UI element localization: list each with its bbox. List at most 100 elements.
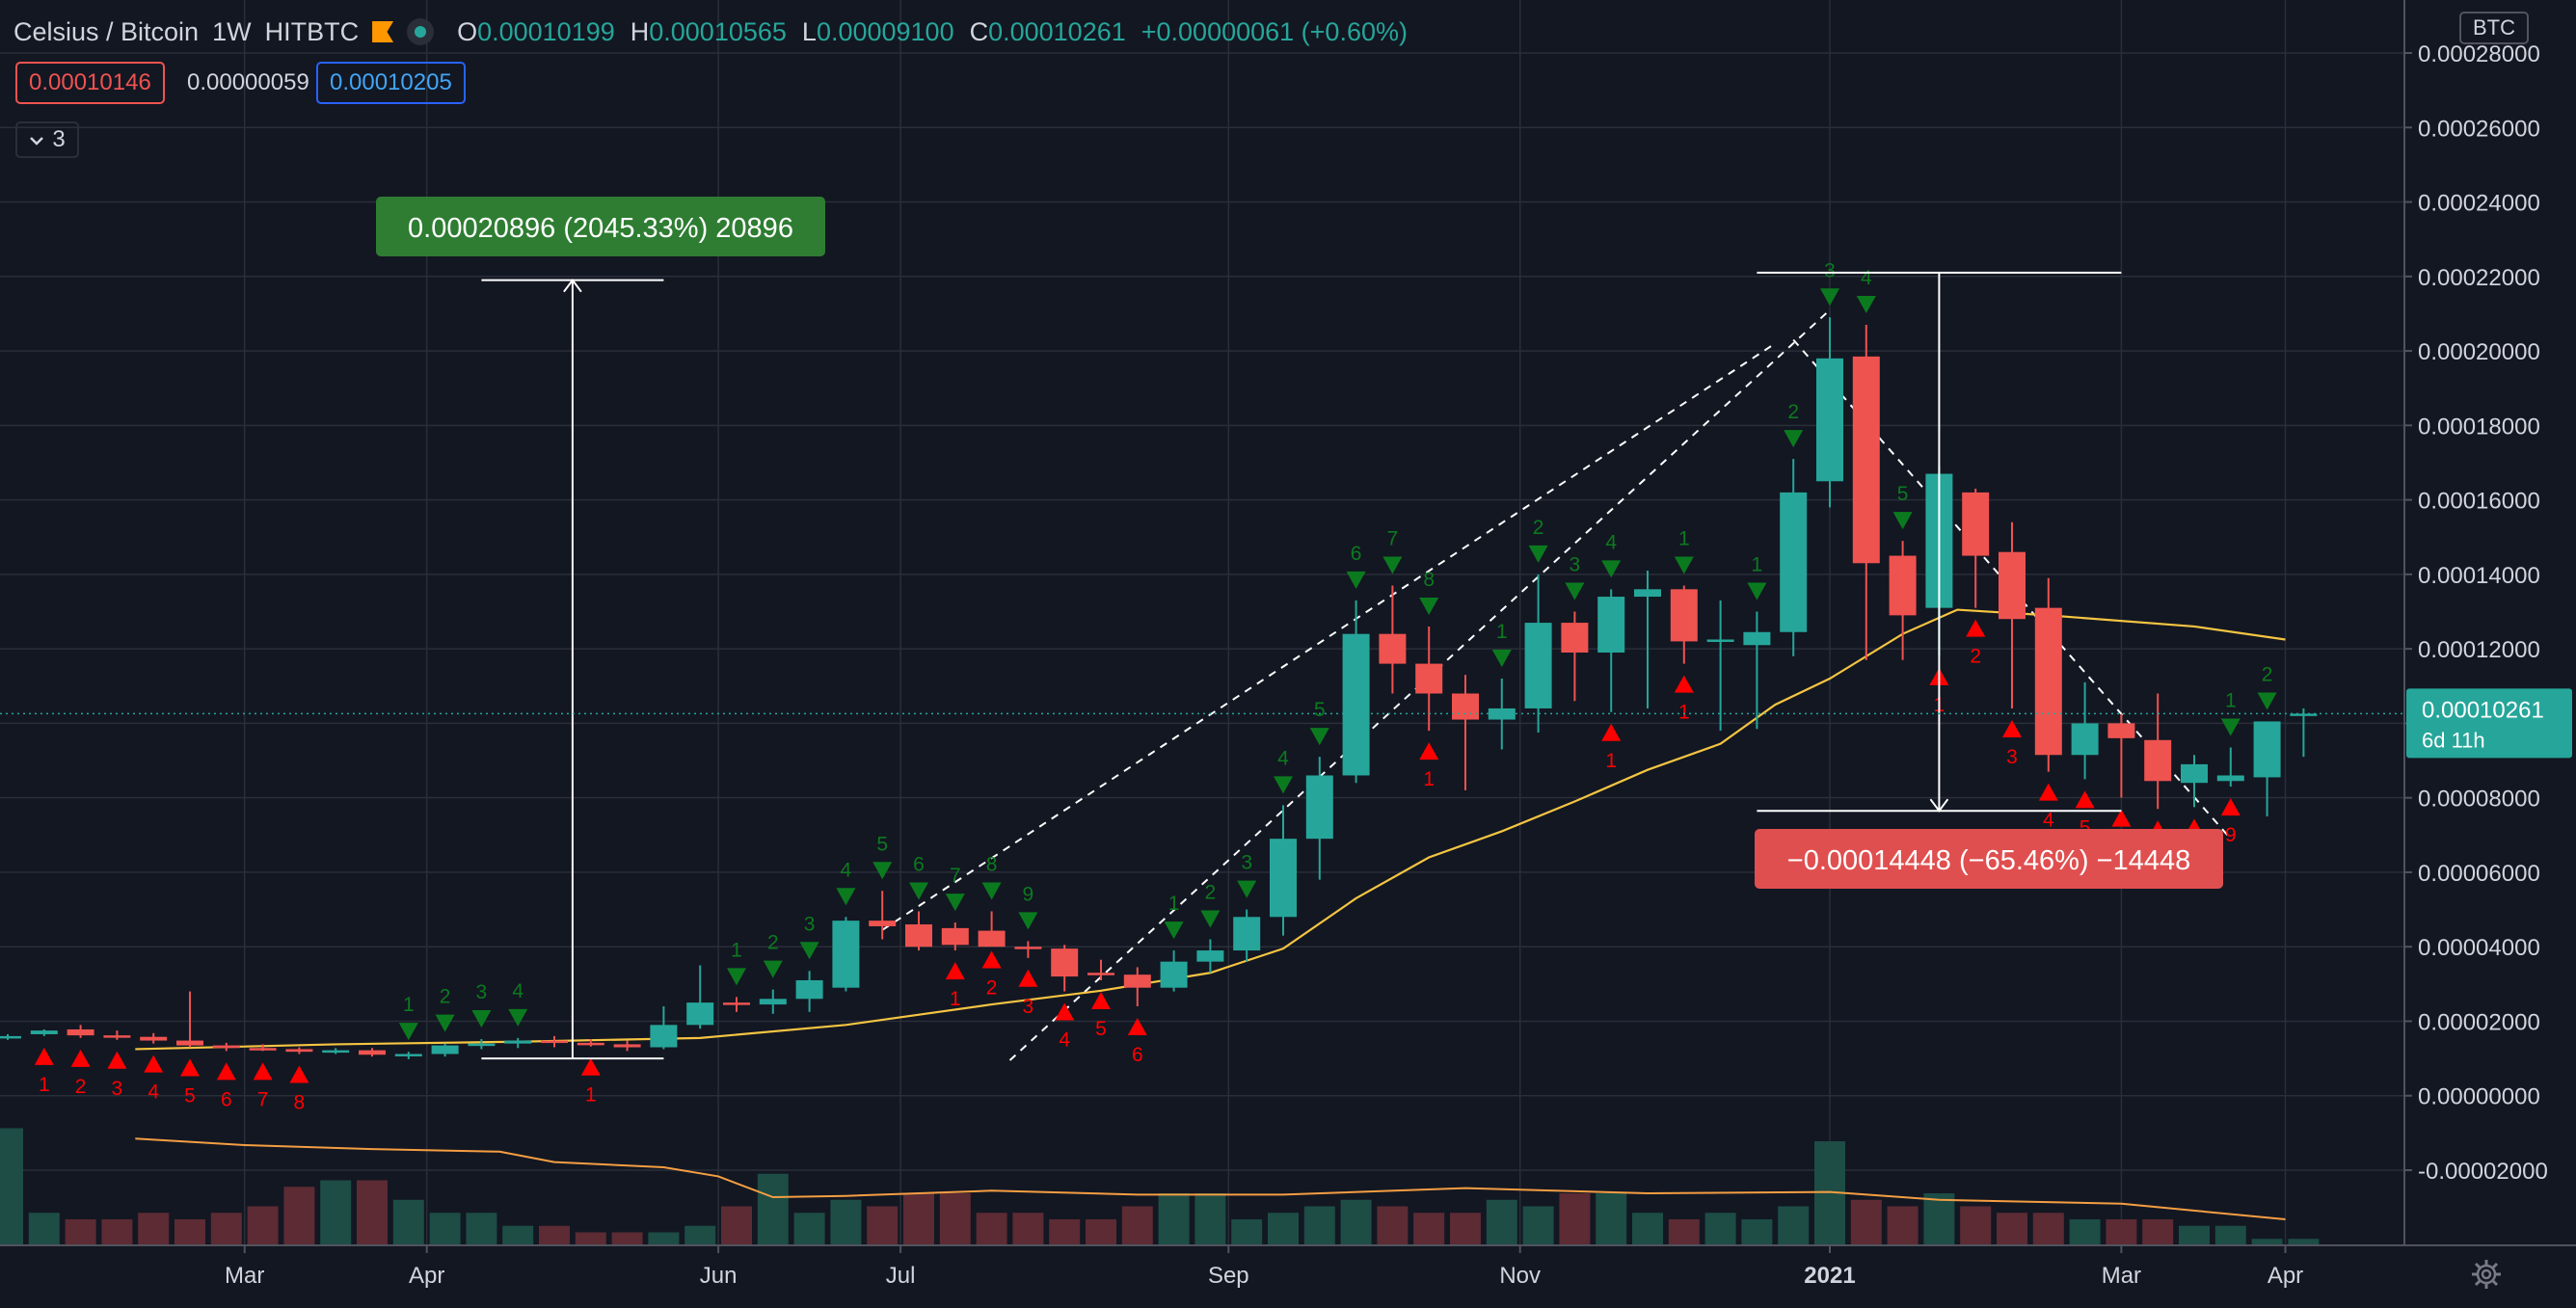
price-tick-label: 0.00026000	[2418, 116, 2540, 142]
volume-bar	[575, 1232, 606, 1245]
signal-up-marker	[1382, 556, 1403, 574]
candle-body	[67, 1028, 94, 1036]
signal-up-label: 1	[1752, 554, 1763, 576]
time-tick-label: Jun	[700, 1263, 738, 1289]
candle	[322, 1048, 350, 1054]
candle-body	[2253, 721, 2281, 778]
candle	[2253, 721, 2281, 816]
candle-body	[176, 1040, 203, 1046]
candle-body	[394, 1054, 422, 1056]
signal-up-label: 7	[950, 865, 961, 887]
signal-down-marker	[2038, 783, 2058, 801]
signal-down-label: 2	[986, 976, 998, 999]
volume-bar	[1741, 1219, 1773, 1245]
candle-body	[905, 924, 932, 948]
gear-icon[interactable]	[2470, 1258, 2503, 1291]
volume-bar	[1158, 1193, 1190, 1245]
signal-up-label: 3	[1570, 554, 1581, 576]
signal-down-label: 5	[2080, 816, 2091, 839]
volume-bar	[1850, 1199, 1882, 1245]
signal-down-label: 7	[257, 1088, 269, 1110]
last-price-value: 0.00010261	[2422, 697, 2544, 723]
symbol-name[interactable]: Celsius / Bitcoin	[13, 16, 200, 46]
volume-bar	[283, 1187, 315, 1245]
interval-label[interactable]: 1W	[212, 16, 252, 46]
volume-bar	[502, 1225, 534, 1245]
signal-down-marker	[34, 1047, 54, 1065]
volume-bar	[976, 1213, 1007, 1245]
volume-bar	[392, 1199, 424, 1245]
candle	[1743, 611, 1771, 730]
volume-bar	[939, 1193, 971, 1245]
currency-badge[interactable]: BTC	[2459, 12, 2529, 44]
signal-down-marker	[981, 950, 1002, 969]
signal-down-label: 3	[1023, 996, 1034, 1018]
candle	[2034, 577, 2062, 772]
candle	[103, 1030, 131, 1040]
candle	[1160, 950, 1188, 992]
volume-bar	[2069, 1219, 2101, 1245]
candle	[285, 1047, 313, 1054]
candle-body	[103, 1035, 131, 1038]
signal-up-marker	[1674, 556, 1694, 574]
candle-body	[1014, 947, 1042, 949]
signal-down-marker	[70, 1049, 91, 1067]
candle	[577, 1039, 604, 1047]
candle-body	[2071, 723, 2099, 756]
signal-down-label: 1	[1678, 702, 1690, 724]
signal-up-label: 4	[512, 980, 523, 1002]
signal-down-label: 4	[148, 1081, 159, 1104]
candle-body	[322, 1050, 350, 1054]
volume-bar	[2106, 1219, 2137, 1245]
volume-bar	[1778, 1206, 1810, 1245]
signal-up-label: 4	[1861, 267, 1872, 289]
trendline	[881, 342, 1776, 931]
last-price-tag	[2406, 688, 2572, 759]
signal-up-marker	[508, 1008, 528, 1027]
buy-price-button[interactable]: 0.00010205	[316, 62, 466, 104]
candle	[1816, 317, 1843, 508]
signal-down-marker	[1018, 969, 1038, 987]
flag-icon[interactable]	[372, 21, 394, 42]
signal-up-marker	[1601, 560, 1622, 578]
grid-lines	[0, 0, 2404, 1245]
ohlc-values: O0.00010199 H0.00010565 L0.00009100 C0.0…	[457, 17, 1408, 47]
price-tick-label: 0.00006000	[2418, 861, 2540, 887]
volume-bar	[429, 1213, 461, 1245]
time-axis: Mar Apr Jun Jul Sep Nov 2021 Mar Apr	[0, 1244, 2576, 1303]
volume-bar	[2288, 1239, 2320, 1245]
candle-body	[504, 1040, 532, 1044]
candle	[1488, 679, 1516, 750]
candle-body	[249, 1048, 277, 1051]
candle-body	[1051, 948, 1079, 977]
high-value: 0.00010565	[649, 16, 787, 46]
volume-bar	[684, 1225, 716, 1245]
candle-body	[2107, 723, 2135, 738]
candle	[978, 911, 1006, 948]
candle	[2216, 747, 2244, 787]
signal-up-label: 8	[986, 853, 998, 875]
volume-bar	[721, 1206, 752, 1245]
candle-body	[1670, 589, 1698, 642]
measure-arrow-head	[563, 278, 582, 293]
signal-up-marker	[1164, 921, 1184, 940]
candle-body	[1889, 555, 1917, 616]
spread-value: 0.00000059	[187, 69, 309, 95]
indicators-count: 3	[52, 126, 66, 152]
signal-up-label: 6	[913, 853, 925, 875]
candle	[905, 911, 932, 951]
signal-up-marker	[1346, 571, 1366, 589]
volume-bar	[539, 1225, 570, 1245]
indicators-collapse-button[interactable]: 3	[15, 121, 79, 158]
exchange-label: HITBTC	[264, 16, 360, 46]
sell-price-button[interactable]: 0.00010146	[15, 62, 165, 104]
candle	[941, 922, 969, 951]
candle	[1270, 805, 1297, 936]
signal-up-marker	[435, 1014, 455, 1032]
candle-body	[1488, 707, 1516, 720]
volume-bar	[1704, 1213, 1736, 1245]
candle	[1415, 626, 1443, 732]
volume-bar	[903, 1193, 934, 1245]
